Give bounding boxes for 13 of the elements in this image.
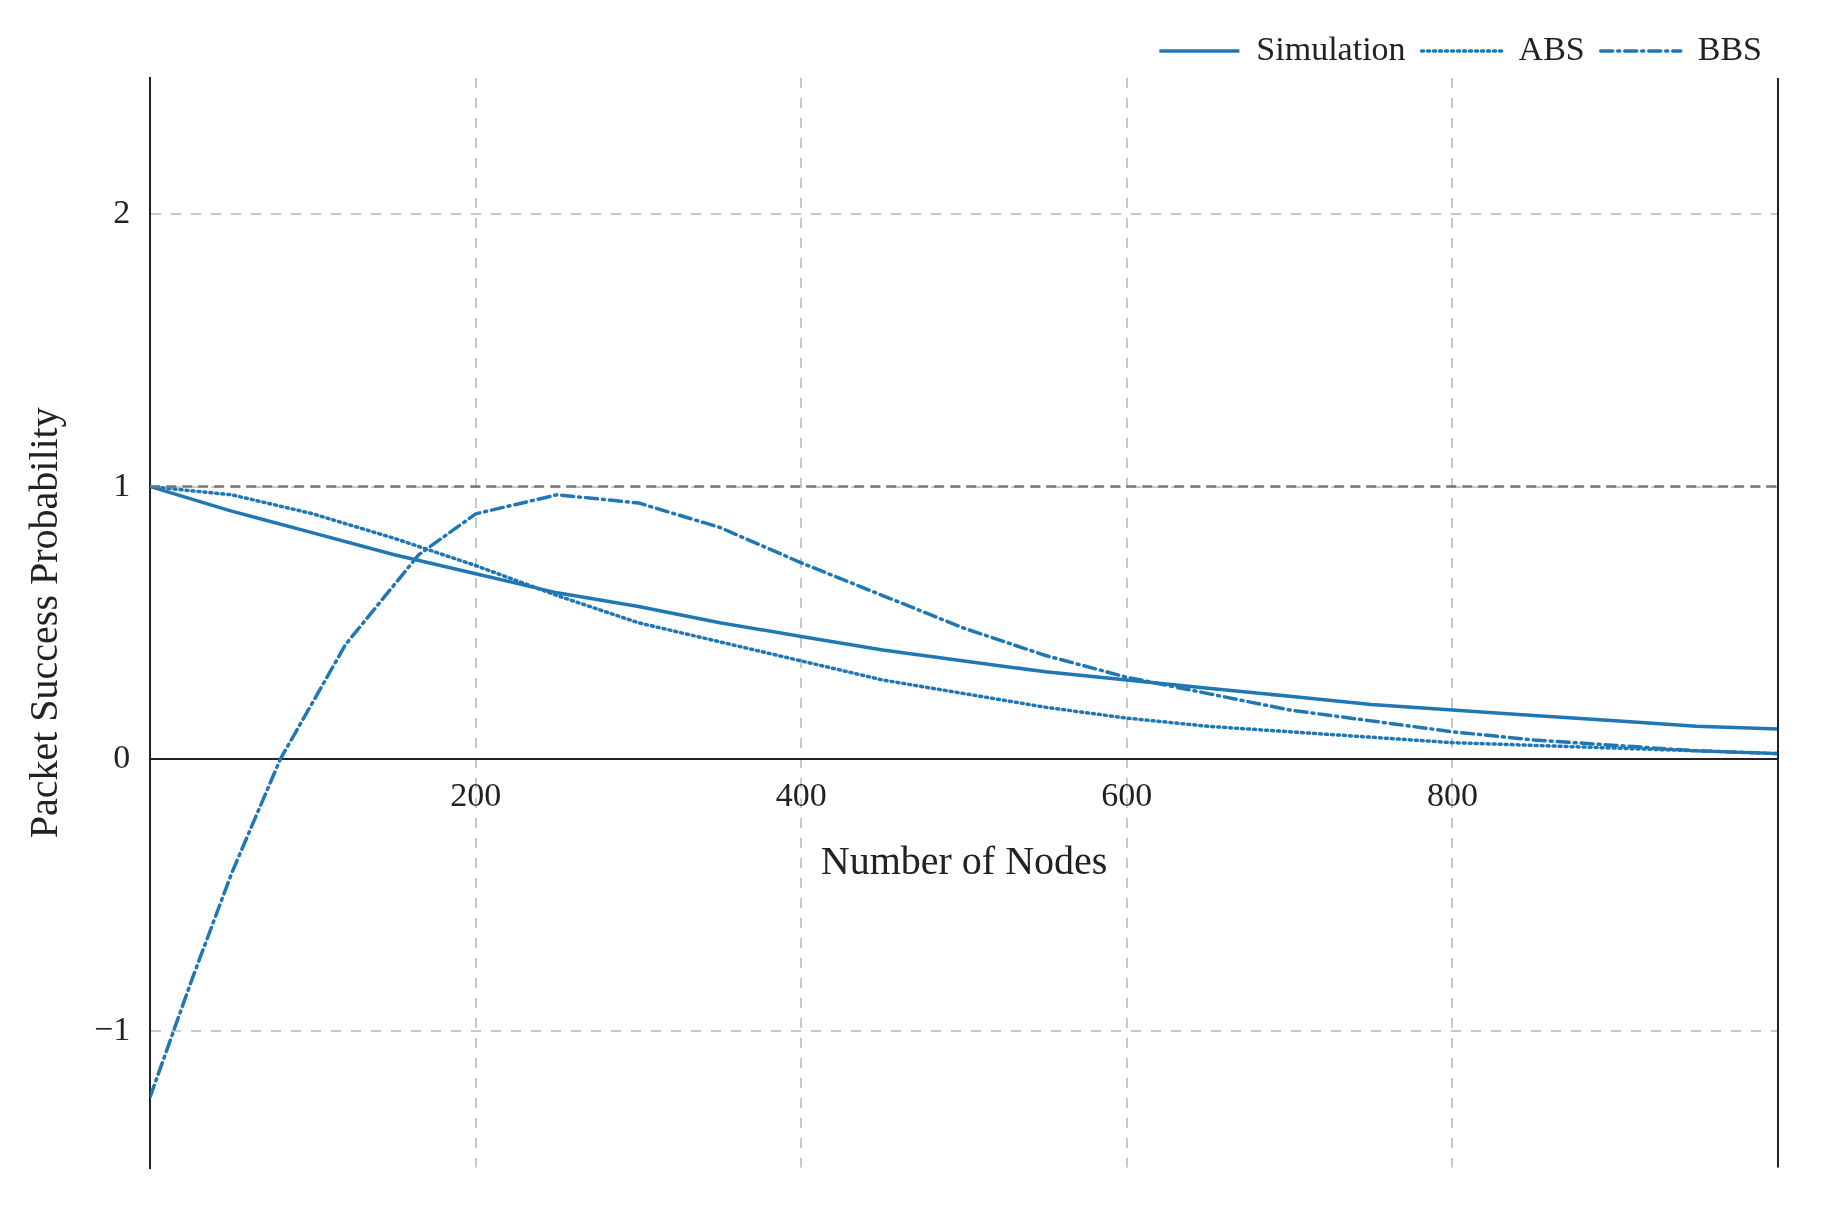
y-tick-label: −1 (93, 1010, 131, 1048)
legend-label: ABS (1518, 29, 1585, 67)
x-tick-label: 800 (1426, 776, 1478, 814)
x-tick-label: 600 (1101, 776, 1153, 814)
y-tick-label: 0 (113, 737, 131, 775)
legend-label: Simulation (1256, 29, 1406, 67)
legend-label: BBS (1697, 29, 1762, 67)
y-tick-label: 1 (113, 465, 131, 503)
x-tick-label: 200 (450, 776, 502, 814)
x-axis-title: Number of Nodes (820, 838, 1108, 884)
y-axis-title: Packet Success Probability (20, 407, 66, 839)
y-tick-label: 2 (113, 193, 131, 231)
x-tick-label: 400 (775, 776, 827, 814)
